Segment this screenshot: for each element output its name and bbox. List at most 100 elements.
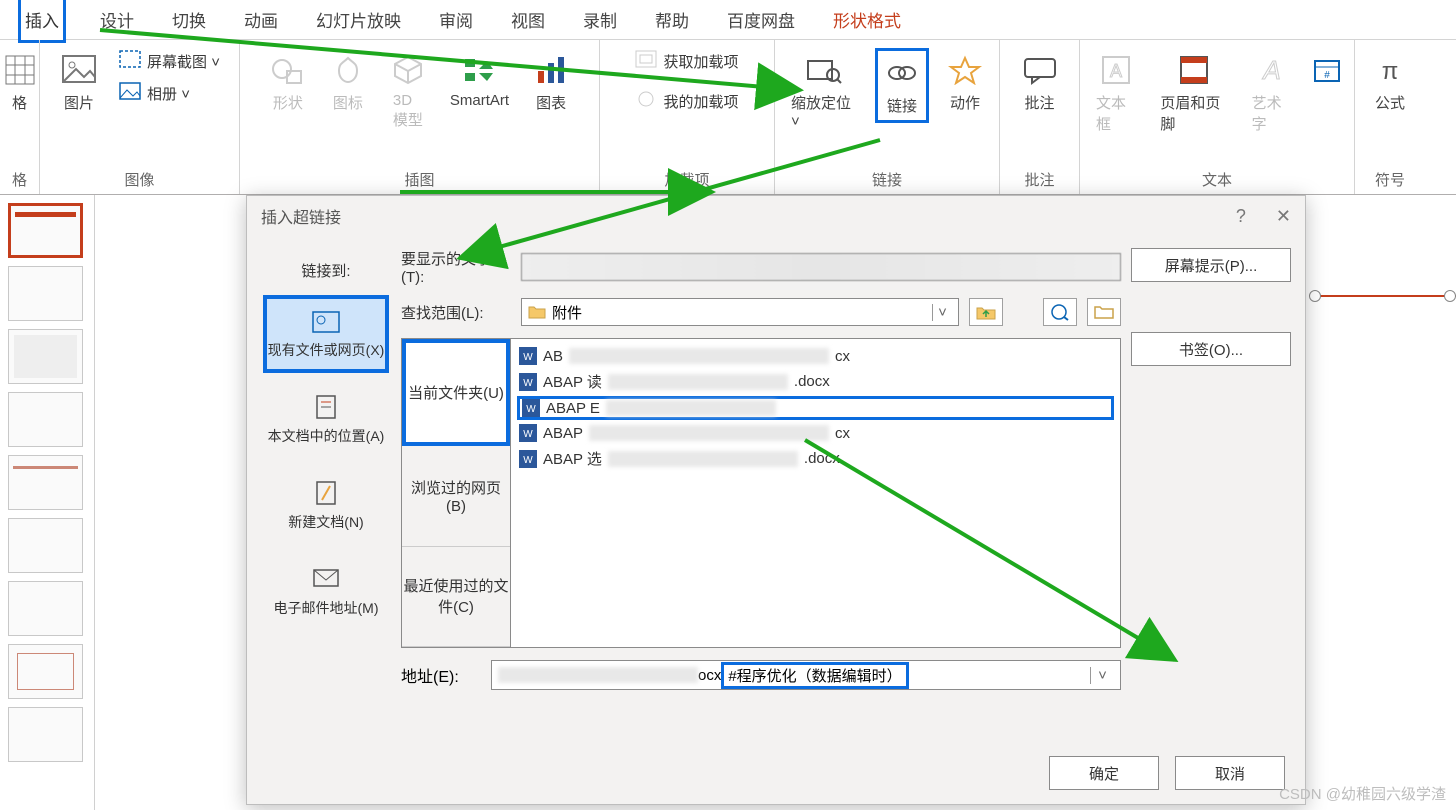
- link-opt-newdoc[interactable]: 新建文档(N): [263, 467, 389, 545]
- slide-thumb-1[interactable]: [8, 203, 83, 258]
- display-text-label: 要显示的文字(T):: [401, 248, 511, 286]
- slide-thumb-7[interactable]: [8, 581, 83, 636]
- equation-button[interactable]: π公式: [1366, 48, 1414, 117]
- addins-group-label: 加载项: [664, 169, 709, 190]
- svg-text:π: π: [1382, 58, 1399, 85]
- dialog-titlebar: 插入超链接 ? ✕: [247, 196, 1305, 236]
- tab-slideshow[interactable]: 幻灯片放映: [312, 0, 405, 40]
- headerfooter-button[interactable]: 页眉和页脚: [1154, 48, 1233, 138]
- tables-group-label: 格: [12, 169, 27, 190]
- symbols-group-label: 符号: [1375, 169, 1405, 190]
- file-item[interactable]: WABcx: [517, 345, 1114, 367]
- file-item[interactable]: WABAPcx: [517, 422, 1114, 444]
- file-item-selected[interactable]: WABAP E: [517, 396, 1114, 420]
- dialog-title: 插入超链接: [261, 204, 341, 228]
- lookin-label: 查找范围(L):: [401, 302, 511, 323]
- browse-current-folder[interactable]: 当前文件夹(U): [402, 339, 510, 446]
- up-folder-button[interactable]: [969, 298, 1003, 326]
- illus-group-label: 插图: [404, 169, 434, 190]
- file-item[interactable]: WABAP 读.docx: [517, 369, 1114, 394]
- link-opt-thisdoc[interactable]: 本文档中的位置(A): [263, 381, 389, 459]
- bookmark-button[interactable]: 书签(O)...: [1131, 332, 1291, 366]
- svg-text:W: W: [526, 404, 536, 415]
- comments-button[interactable]: 批注: [1016, 48, 1064, 117]
- browse-mode-panel: 当前文件夹(U) 浏览过的网页(B) 最近使用过的文件(C): [401, 338, 511, 648]
- cancel-button[interactable]: 取消: [1175, 756, 1285, 790]
- svg-text:#: #: [1324, 70, 1330, 81]
- display-text-input[interactable]: [521, 253, 1121, 281]
- slide-thumbnails: [0, 195, 95, 810]
- link-to-label: 链接到:: [301, 260, 350, 281]
- chevron-down-icon[interactable]: ˅: [932, 304, 952, 321]
- canvas-handle[interactable]: [1444, 290, 1456, 302]
- screenshot-button[interactable]: 屏幕截图 ˅: [115, 48, 224, 74]
- svg-text:W: W: [523, 455, 533, 466]
- insert-hyperlink-dialog: 插入超链接 ? ✕ 链接到: 现有文件或网页(X) 本文档中的位置(A) 新建文…: [246, 195, 1306, 805]
- slide-thumb-2[interactable]: [8, 266, 83, 321]
- tab-design[interactable]: 设计: [96, 0, 138, 40]
- slide-thumb-6[interactable]: [8, 518, 83, 573]
- svg-text:A: A: [1261, 55, 1280, 85]
- 3dmodel-button[interactable]: 3D 模型: [384, 48, 432, 134]
- canvas-connector-line: [1311, 295, 1456, 297]
- text-group-label: 文本: [1202, 169, 1232, 190]
- canvas-handle[interactable]: [1309, 290, 1321, 302]
- address-anchor-highlight: #程序优化（数据编辑时）: [721, 662, 908, 689]
- tab-shape-format[interactable]: 形状格式: [829, 0, 905, 40]
- folder-icon: [528, 304, 546, 320]
- link-opt-existing[interactable]: 现有文件或网页(X): [263, 295, 389, 373]
- menu-bar: 插入 设计 切换 动画 幻灯片放映 审阅 视图 录制 帮助 百度网盘 形状格式: [0, 0, 1456, 40]
- browse-file-button[interactable]: [1087, 298, 1121, 326]
- datetime-button[interactable]: #: [1310, 48, 1344, 92]
- svg-text:W: W: [523, 429, 533, 440]
- comments-group-label: 批注: [1024, 169, 1054, 190]
- action-button[interactable]: 动作: [941, 48, 989, 117]
- tab-baidu[interactable]: 百度网盘: [723, 0, 799, 40]
- link-to-panel: 链接到: 现有文件或网页(X) 本文档中的位置(A) 新建文档(N) 电子邮件地…: [261, 236, 391, 690]
- tab-view[interactable]: 视图: [507, 0, 549, 40]
- tables-button[interactable]: 格: [0, 48, 44, 117]
- browse-browsed-pages[interactable]: 浏览过的网页(B): [402, 446, 510, 546]
- zoom-button[interactable]: 缩放定位 ˅: [785, 48, 863, 134]
- tab-insert[interactable]: 插入: [18, 0, 66, 43]
- slide-thumb-9[interactable]: [8, 707, 83, 762]
- slide-thumb-4[interactable]: [8, 392, 83, 447]
- wordart-button[interactable]: A艺术字: [1246, 48, 1298, 138]
- file-item[interactable]: WABAP 选.docx: [517, 446, 1114, 471]
- link-opt-email[interactable]: 电子邮件地址(M): [263, 553, 389, 631]
- album-button[interactable]: 相册 ˅: [115, 80, 224, 106]
- slide-thumb-5[interactable]: [8, 455, 83, 510]
- dialog-close-icon[interactable]: ✕: [1276, 206, 1291, 227]
- svg-text:W: W: [523, 352, 533, 363]
- dialog-help-icon[interactable]: ?: [1236, 206, 1246, 227]
- icons-button[interactable]: 图标: [324, 48, 372, 117]
- get-addin-button[interactable]: 获取加载项: [631, 48, 742, 74]
- svg-text:W: W: [523, 378, 533, 389]
- slide-thumb-3[interactable]: [8, 329, 83, 384]
- chart-button[interactable]: 图表: [527, 48, 575, 117]
- textbox-button[interactable]: A文本框: [1090, 48, 1142, 138]
- images-group-label: 图像: [124, 169, 154, 190]
- smartart-button[interactable]: SmartArt: [444, 48, 515, 113]
- tab-transition[interactable]: 切换: [168, 0, 210, 40]
- ok-button[interactable]: 确定: [1049, 756, 1159, 790]
- chevron-down-icon[interactable]: ˅: [1090, 667, 1114, 684]
- tab-animation[interactable]: 动画: [240, 0, 282, 40]
- address-combo[interactable]: ocx #程序优化（数据编辑时） ˅: [491, 660, 1121, 690]
- tab-help[interactable]: 帮助: [651, 0, 693, 40]
- tab-record[interactable]: 录制: [579, 0, 621, 40]
- browse-recent-files[interactable]: 最近使用过的文件(C): [402, 547, 510, 647]
- screentip-button[interactable]: 屏幕提示(P)...: [1131, 248, 1291, 282]
- word-doc-icon: W: [519, 373, 537, 391]
- pictures-button[interactable]: 图片: [55, 48, 103, 117]
- word-doc-icon: W: [519, 424, 537, 442]
- my-addin-button[interactable]: 我的加载项: [631, 88, 742, 114]
- link-button[interactable]: 链接: [875, 48, 929, 123]
- tab-review[interactable]: 审阅: [435, 0, 477, 40]
- file-list[interactable]: WABcx WABAP 读.docx WABAP E WABAPcx WABAP…: [511, 338, 1121, 648]
- slide-thumb-8[interactable]: [8, 644, 83, 699]
- shapes-button[interactable]: 形状: [264, 48, 312, 117]
- tables-label: 格: [12, 92, 27, 113]
- lookin-select[interactable]: 附件 ˅: [521, 298, 959, 326]
- browse-web-button[interactable]: [1043, 298, 1077, 326]
